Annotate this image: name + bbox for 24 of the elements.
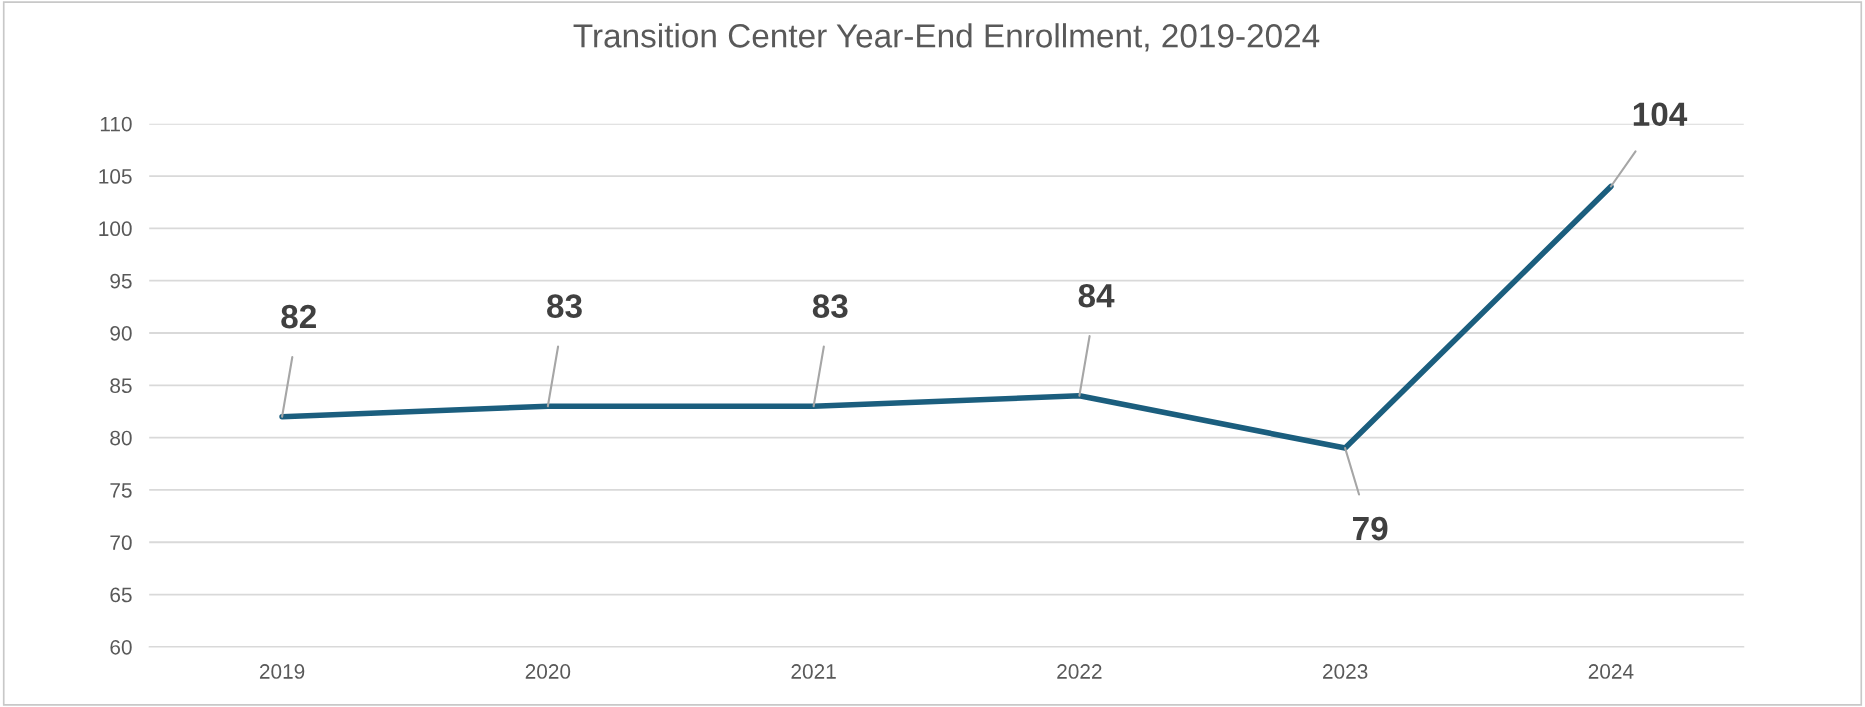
y-tick-label: 110 (100, 116, 132, 132)
x-tick-label: 2019 (259, 664, 305, 679)
y-tick-label: 80 (110, 430, 132, 446)
data-label: 83 (547, 294, 582, 319)
y-tick-label: 60 (110, 639, 132, 655)
data-label: 79 (1353, 516, 1388, 541)
x-tick-label: 2022 (1057, 664, 1102, 679)
x-tick-label: 2021 (791, 664, 836, 679)
x-tick-label: 2023 (1323, 664, 1368, 679)
chart-title: Transition Center Year-End Enrollment, 2019-2024 (573, 23, 1320, 52)
x-tick-label: 2020 (525, 664, 571, 679)
data-label: 82 (281, 304, 316, 329)
y-tick-label: 70 (110, 535, 132, 551)
y-tick-label: 85 (110, 378, 132, 394)
data-label: 104 (1633, 102, 1688, 127)
data-label: 83 (812, 294, 848, 319)
y-tick-label: 105 (99, 169, 132, 184)
y-tick-label: 65 (110, 587, 132, 603)
y-tick-label: 95 (110, 273, 132, 289)
y-tick-label: 100 (99, 221, 132, 237)
y-tick-label: 90 (110, 326, 132, 341)
data-label: 84 (1078, 283, 1115, 308)
x-tick-label: 2024 (1588, 664, 1634, 679)
y-tick-label: 75 (110, 483, 132, 498)
